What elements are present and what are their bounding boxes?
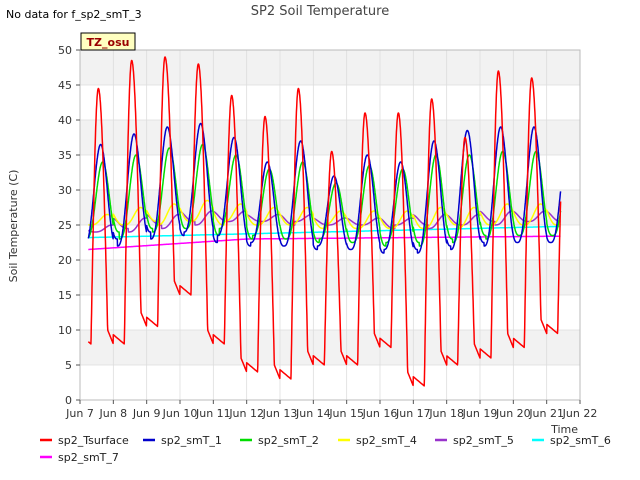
- series-line-sp2_smT_1: [87, 122, 562, 254]
- y-tick-label: 50: [58, 44, 72, 57]
- x-tick-label: Jun 19: [462, 407, 498, 420]
- series-line-sp2_Tsurface: [87, 56, 562, 387]
- legend-label-sp2_smT_1: sp2_smT_1: [161, 434, 222, 447]
- legend: sp2_Tsurface sp2_smT_1 sp2_smT_2 sp2_smT_4 s…: [40, 434, 611, 464]
- x-tick-label: Jun 8: [98, 407, 127, 420]
- y-tick-label: 0: [65, 394, 72, 407]
- legend-label-sp2_smT_7: sp2_smT_7: [58, 451, 119, 464]
- x-tick-label: Jun 20: [495, 407, 531, 420]
- y-tick-label: 40: [58, 114, 72, 127]
- x-tick-label: Jun 13: [262, 407, 298, 420]
- chart-title: SP2 Soil Temperature: [251, 4, 389, 19]
- y-tick-label: 15: [58, 289, 72, 302]
- plot-band: [80, 50, 580, 85]
- x-tick-label: Jun 21: [528, 407, 564, 420]
- x-tick-label: Jun 17: [395, 407, 431, 420]
- plot-band: [80, 260, 580, 295]
- y-tick-label: 30: [58, 184, 72, 197]
- no-data-note: No data for f_sp2_smT_3: [6, 8, 142, 21]
- series-line-sp2_smT_2: [87, 143, 562, 247]
- data-series: [87, 56, 562, 387]
- x-tick-label: Jun 12: [228, 407, 264, 420]
- y-tick-label: 35: [58, 149, 72, 162]
- y-tick-label: 5: [65, 359, 72, 372]
- x-tick-label: Jun 22: [562, 407, 598, 420]
- x-tick-label: Jun 14: [295, 407, 331, 420]
- site-tag: TZ_osu: [80, 32, 136, 51]
- legend-label-sp2_smT_6: sp2_smT_6: [550, 434, 611, 447]
- x-tick-label: Jun 16: [362, 407, 398, 420]
- x-axis-label: Time: [550, 423, 578, 436]
- y-tick-label: 25: [58, 219, 72, 232]
- x-tick-label: Jun 7: [65, 407, 94, 420]
- y-tick-label: 45: [58, 79, 72, 92]
- legend-label-sp2_smT_4: sp2_smT_4: [356, 434, 417, 447]
- legend-label-sp2_smT_2: sp2_smT_2: [258, 434, 319, 447]
- series-line-sp2_smT_7: [87, 235, 562, 251]
- x-tick-label: Jun 9: [132, 407, 161, 420]
- x-tick-label: Jun 15: [328, 407, 364, 420]
- plot-band: [80, 330, 580, 365]
- x-tick-label: Jun 18: [428, 407, 464, 420]
- y-axis-ticks: 0 5 10 15 20 25 30 35 40 45 50: [58, 44, 80, 407]
- site-tag-box: [80, 32, 136, 51]
- y-tick-label: 20: [58, 254, 72, 267]
- y-tick-label: 10: [58, 324, 72, 337]
- y-axis-label: Soil Temperature (C): [7, 170, 20, 283]
- legend-label-sp2_Tsurface: sp2_Tsurface: [58, 434, 129, 447]
- site-tag-text: TZ_osu: [87, 36, 130, 49]
- x-tick-label: Jun 10: [162, 407, 198, 420]
- legend-label-sp2_smT_5: sp2_smT_5: [453, 434, 514, 447]
- x-tick-label: Jun 11: [195, 407, 231, 420]
